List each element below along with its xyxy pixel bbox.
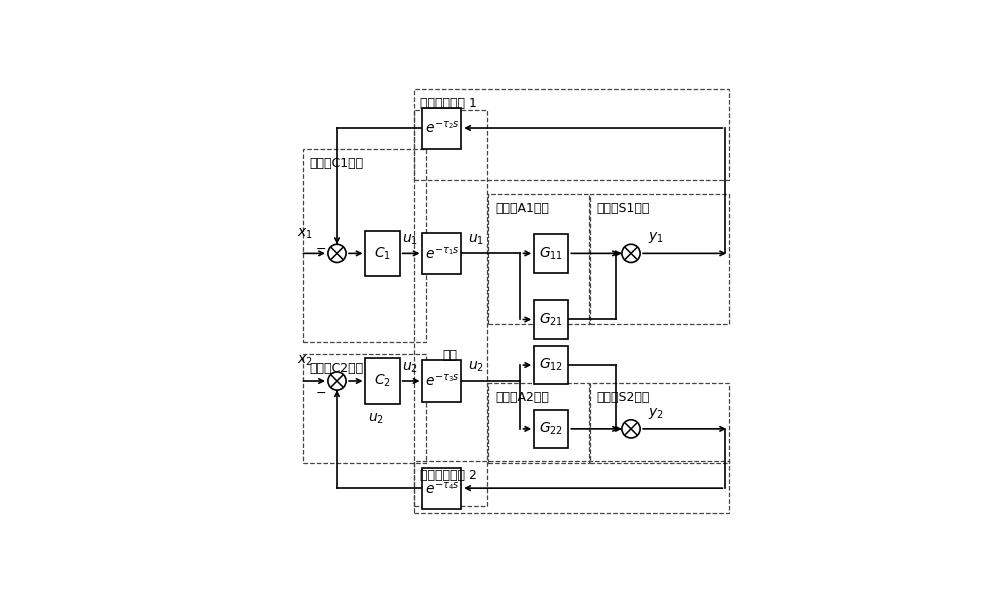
- Text: $x_1$: $x_1$: [297, 226, 313, 240]
- Text: $y_1$: $y_1$: [648, 230, 664, 245]
- Bar: [534, 410, 568, 448]
- Bar: [590, 194, 729, 324]
- Bar: [534, 234, 568, 273]
- Bar: [422, 233, 461, 274]
- Bar: [488, 194, 589, 324]
- Text: $y_2$: $y_2$: [648, 406, 664, 421]
- Bar: [534, 346, 568, 384]
- Text: $u_2$: $u_2$: [368, 412, 384, 426]
- Bar: [414, 461, 729, 513]
- Text: 闭环控制回路 2: 闭环控制回路 2: [420, 469, 477, 482]
- Text: $e^{-\tau_4 s}$: $e^{-\tau_4 s}$: [425, 480, 459, 496]
- Bar: [303, 149, 426, 342]
- Text: 控制器C1节点: 控制器C1节点: [310, 157, 364, 170]
- Text: 传感器S1节点: 传感器S1节点: [597, 202, 650, 215]
- Bar: [422, 361, 461, 401]
- Text: $e^{-\tau_1 s}$: $e^{-\tau_1 s}$: [425, 245, 459, 262]
- Bar: [590, 383, 729, 463]
- Circle shape: [328, 244, 346, 262]
- Circle shape: [622, 244, 640, 262]
- Text: $u_1$: $u_1$: [402, 233, 418, 247]
- Circle shape: [328, 372, 346, 390]
- Bar: [365, 230, 400, 276]
- Text: 执行器A1节点: 执行器A1节点: [495, 202, 549, 215]
- Text: $u_2$: $u_2$: [402, 360, 418, 375]
- Text: $u_1$: $u_1$: [468, 232, 484, 246]
- Bar: [414, 89, 729, 181]
- Text: $e^{-\tau_2 s}$: $e^{-\tau_2 s}$: [425, 120, 459, 136]
- Bar: [414, 110, 487, 506]
- Text: 传感器S2节点: 传感器S2节点: [597, 391, 650, 404]
- Text: $C_2$: $C_2$: [374, 373, 391, 389]
- Text: $u_2$: $u_2$: [468, 360, 484, 374]
- Bar: [365, 358, 400, 404]
- Text: $G_{11}$: $G_{11}$: [539, 245, 563, 262]
- Text: $x_2$: $x_2$: [297, 354, 313, 368]
- Circle shape: [622, 420, 640, 438]
- Text: 闭环控制回路 1: 闭环控制回路 1: [420, 98, 477, 111]
- Bar: [488, 383, 589, 463]
- Text: $C_1$: $C_1$: [374, 245, 391, 262]
- Bar: [422, 468, 461, 509]
- Text: $e^{-\tau_3 s}$: $e^{-\tau_3 s}$: [425, 373, 459, 389]
- Bar: [303, 353, 426, 463]
- Bar: [422, 108, 461, 149]
- Text: 控制器C2节点: 控制器C2节点: [310, 362, 364, 375]
- Bar: [534, 300, 568, 339]
- Text: 执行器A2节点: 执行器A2节点: [495, 391, 549, 404]
- Text: $-$: $-$: [315, 385, 326, 398]
- Text: $G_{12}$: $G_{12}$: [539, 357, 563, 374]
- Text: $G_{21}$: $G_{21}$: [539, 311, 563, 328]
- Text: $G_{22}$: $G_{22}$: [539, 421, 563, 437]
- Text: 网络: 网络: [443, 349, 458, 362]
- Text: $-$: $-$: [315, 242, 326, 255]
